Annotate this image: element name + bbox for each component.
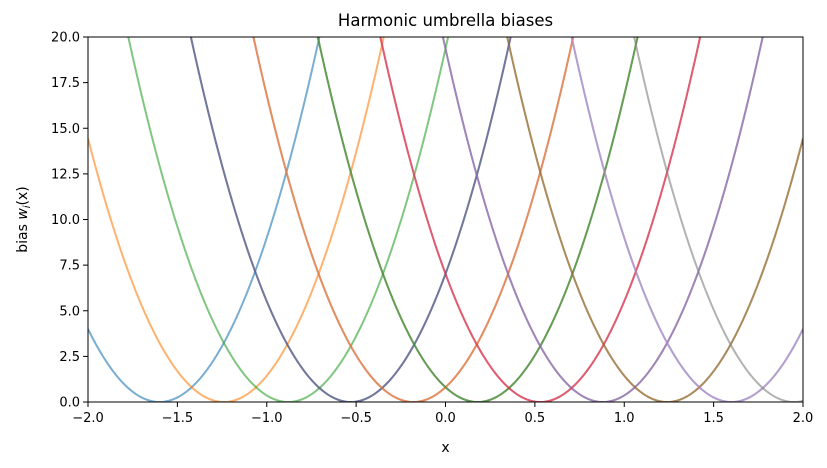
y-tick-label: 5.0 <box>59 304 80 319</box>
chart-title: Harmonic umbrella biases <box>338 11 553 30</box>
x-axis-label: x <box>441 440 449 456</box>
y-axis-label-suffix: (x) <box>15 186 31 205</box>
y-axis-label: bias wi(x) <box>15 186 33 253</box>
bias-curve-1 <box>88 37 321 402</box>
x-tick-label: −1.5 <box>162 411 194 426</box>
y-tick-label: 12.5 <box>51 167 80 182</box>
x-tick-label: −1.0 <box>251 411 283 426</box>
x-tick-label: 0.5 <box>525 411 546 426</box>
y-axis-label-prefix: bias <box>15 220 31 253</box>
y-tick-label: 17.5 <box>51 76 80 91</box>
x-tick-label: −0.5 <box>340 411 372 426</box>
y-tick-label: 10.0 <box>51 213 80 228</box>
y-tick-label: 2.5 <box>59 350 80 365</box>
x-tick-label: 0.0 <box>435 411 456 426</box>
bias-curve-2 <box>88 37 385 402</box>
x-tick-label: 2.0 <box>793 411 814 426</box>
y-tick-label: 7.5 <box>59 259 80 274</box>
y-tick-label: 20.0 <box>51 31 80 46</box>
x-tick-label: −2.0 <box>72 411 104 426</box>
bias-curve-14 <box>379 37 702 402</box>
bias-curve-17 <box>570 37 803 402</box>
y-axis: 0.0 2.5 5.0 7.5 10.0 12.5 15.0 17.5 20.0 <box>51 31 88 411</box>
x-tick-label: 1.5 <box>703 411 724 426</box>
x-axis: −2.0 −1.5 −1.0 −0.5 0.0 0.5 1.0 1.5 2.0 <box>72 402 813 426</box>
bias-curve-15 <box>441 37 764 402</box>
y-tick-label: 15.0 <box>51 122 80 137</box>
bias-curve-18 <box>633 37 803 402</box>
y-axis-label-subscript: i <box>22 205 33 208</box>
y-tick-label: 0.0 <box>59 396 80 411</box>
bias-curve-16 <box>506 37 803 402</box>
x-tick-label: 1.0 <box>614 411 635 426</box>
y-axis-label-symbol: w <box>15 208 31 220</box>
bias-curve-13 <box>316 37 639 402</box>
series-layer <box>88 37 803 402</box>
